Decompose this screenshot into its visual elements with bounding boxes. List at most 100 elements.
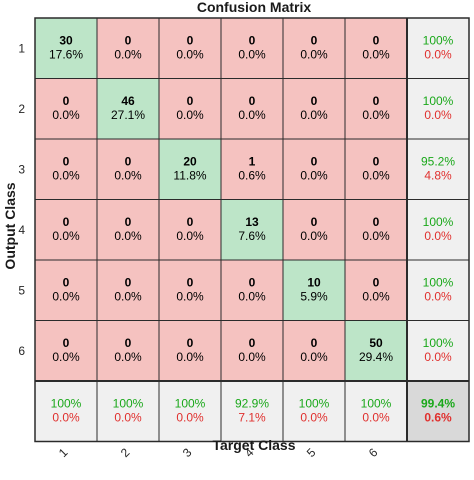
- cell-r4-c4-bg: [220, 199, 284, 261]
- row-summary-2-percent: 0.0%: [424, 108, 452, 122]
- row-summary-6-value: 100%: [423, 336, 454, 350]
- cell-r3-c2: 00.0%: [96, 138, 160, 200]
- cell-r6-c4-bg: [220, 320, 284, 382]
- cell-r6-c4-percent: 0.0%: [238, 350, 266, 364]
- x-tick-label-6: 6: [366, 445, 381, 460]
- cell-r2-c6-value: 0: [373, 94, 380, 108]
- cell-r1-c5-percent: 0.0%: [300, 47, 328, 61]
- cell-r6-c2-bg: [96, 320, 160, 382]
- col-summary-4: 92.9%7.1%: [220, 380, 284, 442]
- cell-r4-c2-bg: [96, 199, 160, 261]
- cell-r6-c4: 00.0%: [220, 320, 284, 382]
- cell-r1-c3-value: 0: [187, 33, 194, 47]
- col-summary-5: 100%0.0%: [282, 380, 346, 442]
- cell-r6-c6-value: 50: [369, 336, 383, 350]
- y-tick-label-1: 1: [18, 41, 25, 55]
- cell-r4-c3-percent: 0.0%: [176, 229, 204, 243]
- cell-r4-c3: 00.0%: [158, 199, 222, 261]
- cell-r2-c5-percent: 0.0%: [300, 108, 328, 122]
- cell-r4-c6: 00.0%: [344, 199, 408, 261]
- cell-r1-c4: 00.0%: [220, 17, 284, 79]
- row-summary-3-bg: [406, 138, 470, 200]
- cell-r3-c2-value: 0: [125, 154, 132, 168]
- cell-r2-c3-value: 0: [187, 94, 194, 108]
- cell-r5-c6-value: 0: [373, 275, 380, 289]
- cell-r1-c4-percent: 0.0%: [238, 47, 266, 61]
- row-summary-6: 100%0.0%: [406, 320, 470, 382]
- cell-r3-c2-bg: [96, 138, 160, 200]
- cell-r4-c3-value: 0: [187, 215, 194, 229]
- cell-r1-c1-value: 30: [59, 33, 73, 47]
- cell-r3-c1-percent: 0.0%: [52, 168, 80, 182]
- cell-r4-c1: 00.0%: [34, 199, 98, 261]
- col-summary-4-percent: 7.1%: [238, 410, 266, 424]
- col-summary-3-bg: [158, 380, 222, 442]
- col-summary-3-value: 100%: [175, 396, 206, 410]
- cell-r4-c1-percent: 0.0%: [52, 229, 80, 243]
- y-tick-label-2: 2: [18, 102, 25, 116]
- cell-r5-c4-percent: 0.0%: [238, 289, 266, 303]
- row-summary-1-value: 100%: [423, 33, 454, 47]
- cell-r6-c5-value: 0: [311, 336, 318, 350]
- cell-r5-c1-bg: [34, 259, 98, 321]
- cell-r2-c3-percent: 0.0%: [176, 108, 204, 122]
- cell-r6-c1: 00.0%: [34, 320, 98, 382]
- cell-r2-c6: 00.0%: [344, 78, 408, 140]
- col-summary-4-value: 92.9%: [235, 396, 269, 410]
- cell-r3-c3-bg: [158, 138, 222, 200]
- cell-r6-c6-percent: 29.4%: [359, 350, 393, 364]
- cell-r2-c1-value: 0: [63, 94, 70, 108]
- cell-r3-c1-value: 0: [63, 154, 70, 168]
- cell-r5-c4: 00.0%: [220, 259, 284, 321]
- col-summary-6-bg: [344, 380, 408, 442]
- row-summary-3-percent: 4.8%: [424, 168, 452, 182]
- cell-r5-c1-value: 0: [63, 275, 70, 289]
- cell-r1-c1-bg: [34, 17, 98, 79]
- cell-r5-c2-percent: 0.0%: [114, 289, 142, 303]
- cell-r6-c3-percent: 0.0%: [176, 350, 204, 364]
- cell-r6-c2: 00.0%: [96, 320, 160, 382]
- cell-r3-c6: 00.0%: [344, 138, 408, 200]
- cell-r4-c4-value: 13: [245, 215, 259, 229]
- row-summary-6-bg: [406, 320, 470, 382]
- col-summary-2-value: 100%: [113, 396, 144, 410]
- cell-r2-c2-value: 46: [121, 94, 135, 108]
- y-tick-label-6: 6: [18, 344, 25, 358]
- row-summary-5-percent: 0.0%: [424, 289, 452, 303]
- row-summary-5: 100%0.0%: [406, 259, 470, 321]
- cell-r5-c1-percent: 0.0%: [52, 289, 80, 303]
- cell-r2-c5-value: 0: [311, 94, 318, 108]
- cell-r3-c5-bg: [282, 138, 346, 200]
- cell-r3-c4-value: 1: [249, 154, 256, 168]
- cell-r4-c1-bg: [34, 199, 98, 261]
- col-summary-5-value: 100%: [299, 396, 330, 410]
- cell-r6-c1-percent: 0.0%: [52, 350, 80, 364]
- cell-r1-c5-value: 0: [311, 33, 318, 47]
- cell-r5-c2: 00.0%: [96, 259, 160, 321]
- cell-r2-c3: 00.0%: [158, 78, 222, 140]
- col-summary-1: 100%0.0%: [34, 380, 98, 442]
- cell-r2-c2-percent: 27.1%: [111, 108, 145, 122]
- col-summary-1-value: 100%: [51, 396, 82, 410]
- y-tick-label-5: 5: [18, 283, 25, 297]
- cell-r1-c2-value: 0: [125, 33, 132, 47]
- row-summary-4-percent: 0.0%: [424, 229, 452, 243]
- cell-r4-c4-percent: 7.6%: [238, 229, 266, 243]
- cell-r3-c5-percent: 0.0%: [300, 168, 328, 182]
- cell-r4-c2: 00.0%: [96, 199, 160, 261]
- cell-r3-c4-percent: 0.6%: [238, 168, 266, 182]
- row-summary-5-value: 100%: [423, 275, 454, 289]
- y-tick-label-4: 4: [18, 223, 25, 237]
- cell-r6-c1-value: 0: [63, 336, 70, 350]
- x-tick-label-1: 1: [56, 445, 71, 460]
- cell-r5-c3-percent: 0.0%: [176, 289, 204, 303]
- y-tick-label-3: 3: [18, 162, 25, 176]
- cell-r3-c6-bg: [344, 138, 408, 200]
- cell-r3-c5: 00.0%: [282, 138, 346, 200]
- cell-r2-c4-value: 0: [249, 94, 256, 108]
- cell-r5-c3-value: 0: [187, 275, 194, 289]
- col-summary-6-value: 100%: [361, 396, 392, 410]
- cell-r6-c5-bg: [282, 320, 346, 382]
